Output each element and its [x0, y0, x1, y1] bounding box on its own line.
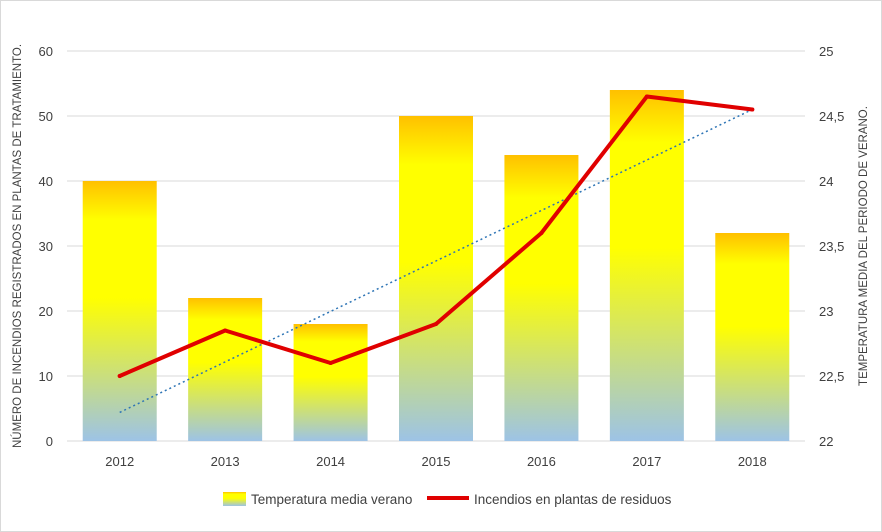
- line-series: [117, 94, 755, 378]
- right-tick-label: 24,5: [819, 109, 844, 124]
- right-tick-label: 22: [819, 434, 833, 449]
- x-tick-label: 2014: [316, 454, 345, 469]
- right-tick-label: 24: [819, 174, 833, 189]
- x-tick-label: 2015: [422, 454, 451, 469]
- left-tick-label: 50: [39, 109, 53, 124]
- left-tick-label: 40: [39, 174, 53, 189]
- left-tick-label: 20: [39, 304, 53, 319]
- line-point: [539, 231, 544, 235]
- bar-series: [82, 90, 790, 441]
- bar: [609, 90, 684, 441]
- left-tick-label: 30: [39, 239, 53, 254]
- bar: [188, 298, 263, 441]
- line-point: [434, 322, 438, 326]
- right-axis-ticks: 22 22,5 23 23,5 24 24,5 25: [819, 44, 844, 449]
- bar: [399, 116, 473, 441]
- right-axis-title: TEMPERATURA MEDIA DEL PERIODO DE VERANO.: [858, 106, 870, 386]
- x-tick-label: 2013: [211, 454, 240, 469]
- right-tick-label: 25: [819, 44, 833, 59]
- legend-label-line: Incendios en plantas de residuos: [474, 492, 672, 507]
- x-tick-label: 2016: [527, 454, 556, 469]
- bar: [82, 181, 157, 441]
- x-axis-ticks: 2012 2013 2014 2015 2016 2017 2018: [105, 454, 766, 469]
- legend: Temperatura media verano Incendios en pl…: [223, 492, 672, 507]
- right-tick-label: 22,5: [819, 369, 844, 384]
- x-tick-label: 2017: [632, 454, 661, 469]
- legend-label-bar: Temperatura media verano: [251, 492, 412, 507]
- left-tick-label: 0: [46, 434, 53, 449]
- x-tick-label: 2018: [738, 454, 767, 469]
- legend-swatch-bar: [223, 492, 246, 506]
- trendline-path: [119, 108, 753, 414]
- left-tick-label: 60: [39, 44, 53, 59]
- trendline: [119, 108, 753, 414]
- line-point: [117, 374, 122, 378]
- line-point: [223, 328, 228, 333]
- x-tick-label: 2012: [105, 454, 134, 469]
- left-axis-ticks: 0 10 20 30 40 50 60: [39, 44, 53, 449]
- left-axis-title: NÚMERO DE INCENDIOS REGISTRADOS EN PLANT…: [11, 44, 24, 448]
- right-tick-label: 23,5: [819, 239, 844, 254]
- line-point: [644, 94, 649, 99]
- line-point: [750, 107, 755, 112]
- bar: [293, 324, 368, 441]
- right-tick-label: 23: [819, 304, 833, 319]
- line-point: [328, 361, 333, 365]
- bar: [715, 233, 790, 441]
- left-tick-label: 10: [39, 369, 53, 384]
